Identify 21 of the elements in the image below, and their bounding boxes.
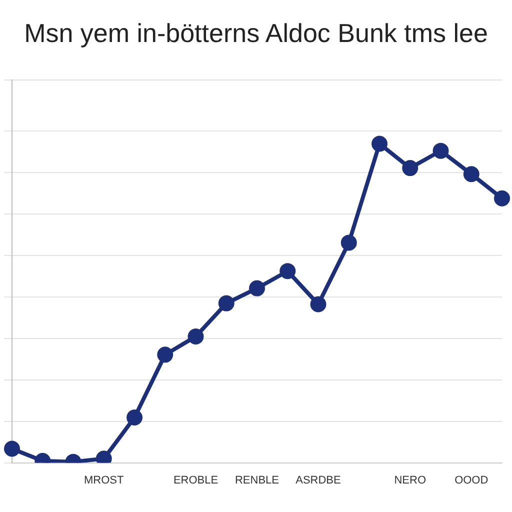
point — [218, 295, 234, 312]
point — [249, 280, 265, 296]
point — [494, 190, 510, 206]
x-tick-label: NERO — [394, 474, 426, 486]
point — [188, 328, 204, 344]
point — [157, 346, 174, 363]
x-tick-label: MROST — [84, 474, 124, 486]
point — [280, 263, 296, 280]
x-tick-label: EROBLE — [173, 474, 218, 486]
point — [310, 296, 326, 312]
point — [340, 234, 357, 251]
point — [372, 136, 388, 152]
point — [463, 166, 480, 182]
point — [432, 142, 449, 159]
x-tick-label: OOOD — [454, 474, 488, 486]
x-tick-label: ASRDBE — [296, 474, 341, 486]
point — [4, 440, 20, 457]
point — [402, 160, 418, 176]
chart-title: Msn yem in-bötterns Aldoc Bunk tms lee — [23, 18, 489, 49]
x-tick-label: RENBLE — [234, 474, 280, 486]
point — [126, 410, 142, 426]
